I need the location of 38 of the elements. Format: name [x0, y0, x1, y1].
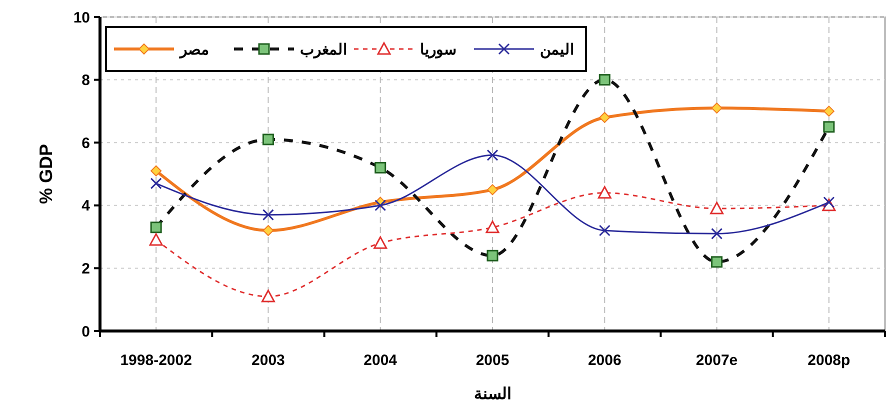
- point: [486, 220, 500, 234]
- point: [710, 202, 724, 214]
- y-tick-label: 6: [82, 134, 90, 152]
- point: [823, 106, 834, 117]
- point: [823, 196, 835, 208]
- x-tick-label: 2003: [252, 352, 285, 369]
- point: [487, 184, 498, 196]
- y-tick-label: 0: [82, 323, 90, 340]
- point: [598, 224, 610, 236]
- point: [599, 112, 610, 123]
- x-tick-label: 2006: [588, 352, 622, 369]
- y-tick-label: 8: [82, 72, 90, 90]
- x-axis-title: السنة: [474, 386, 511, 403]
- point: [374, 200, 386, 212]
- x-tick-label: 2004: [364, 352, 398, 369]
- point: [374, 236, 388, 249]
- legend-label: مصر: [179, 41, 209, 58]
- y-tick-label: 10: [73, 9, 90, 26]
- point: [261, 290, 275, 302]
- y-axis-title: % GDP: [36, 144, 56, 204]
- legend-label: سوريا: [420, 41, 457, 58]
- point: [598, 186, 612, 199]
- legend-label: المغرب: [300, 41, 347, 58]
- point: [262, 209, 274, 221]
- y-tick-label: 4: [82, 198, 91, 215]
- point: [711, 228, 723, 240]
- x-tick-label: 2008p: [808, 352, 850, 369]
- point: [150, 178, 162, 190]
- x-tick-label: 2007e: [696, 352, 738, 369]
- x-tick-label: 2005: [476, 352, 510, 369]
- y-tick-label: 2: [82, 260, 90, 278]
- x-tick-label: 1998-2002: [120, 352, 192, 369]
- point: [150, 165, 162, 176]
- legend-label: اليمن: [540, 41, 574, 58]
- point: [711, 102, 722, 114]
- point: [149, 233, 163, 246]
- point: [262, 225, 274, 236]
- point: [486, 149, 498, 161]
